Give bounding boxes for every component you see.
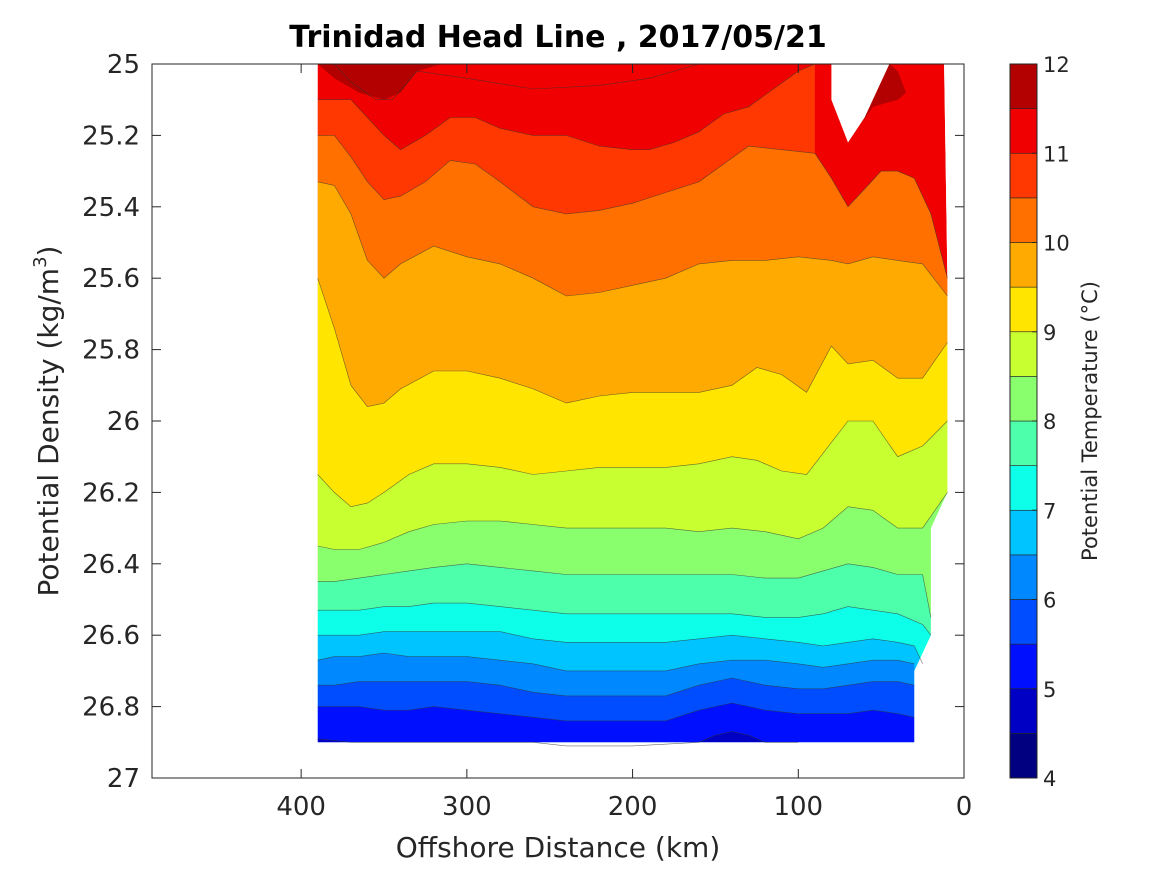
contour-line-10 bbox=[317, 181, 948, 297]
y-tick-label: 26 bbox=[107, 407, 140, 437]
x-axis-label: Offshore Distance (km) bbox=[396, 831, 721, 864]
colorbar-segment bbox=[1009, 465, 1038, 511]
contour-fill-layer bbox=[152, 64, 964, 778]
colorbar-segment bbox=[1009, 286, 1038, 333]
x-tick-label: 100 bbox=[773, 792, 823, 822]
contour-band-5.5 bbox=[317, 703, 915, 743]
colorbar-segment bbox=[1009, 688, 1038, 734]
contour-line-6.5 bbox=[317, 652, 915, 672]
colorbar-tick-label: 7 bbox=[1043, 499, 1056, 523]
y-tick-label: 27 bbox=[107, 764, 140, 794]
colorbar-segment bbox=[1009, 376, 1038, 422]
contour-line-8 bbox=[317, 563, 932, 618]
contour-patch-warm-1 bbox=[848, 64, 906, 143]
data-gap-notch bbox=[831, 64, 890, 143]
contour-line-8.5 bbox=[317, 492, 948, 550]
colorbar-tick-label: 4 bbox=[1043, 767, 1056, 791]
y-tick-label: 26.4 bbox=[82, 550, 140, 580]
contour-line-9 bbox=[317, 420, 948, 508]
colorbar-segment bbox=[1009, 733, 1038, 779]
y-tick-label: 25.6 bbox=[82, 264, 140, 294]
contour-line-10.5 bbox=[317, 135, 948, 279]
colorbar-tick-label: 10 bbox=[1043, 232, 1070, 256]
colorbar-segment bbox=[1009, 643, 1038, 690]
y-tick-label: 25.2 bbox=[82, 121, 140, 151]
colorbar-segment bbox=[1009, 509, 1038, 556]
contour-line-11 bbox=[317, 64, 816, 151]
y-tick-label: 26.2 bbox=[82, 478, 140, 508]
colorbar-segment bbox=[1009, 63, 1038, 109]
contour-line-9.5 bbox=[317, 278, 948, 408]
colorbar-segment bbox=[1009, 152, 1038, 199]
y-tick-label: 26.8 bbox=[82, 693, 140, 723]
data-gap-offshore bbox=[152, 64, 318, 778]
colorbar-segment bbox=[1009, 108, 1038, 154]
colorbar-segment bbox=[1009, 599, 1038, 645]
contour-line-5.5 bbox=[317, 702, 915, 722]
x-tick-label: 0 bbox=[956, 792, 973, 822]
y-axis-label: Potential Density (kg/m3) bbox=[30, 246, 65, 597]
contour-patch-warm-0 bbox=[317, 64, 442, 100]
contour-line-6 bbox=[317, 677, 915, 697]
y-axis-label-superscript: 3 bbox=[30, 256, 51, 267]
contour-line-7 bbox=[317, 631, 923, 664]
contour-line-5 bbox=[317, 731, 799, 747]
colorbar-tick-label: 8 bbox=[1043, 410, 1056, 434]
contour-line-11.5 bbox=[317, 64, 799, 100]
y-tick-label: 25.8 bbox=[82, 336, 140, 366]
x-axis: 400 300 200 100 0 bbox=[276, 64, 972, 822]
colorbar-tick-label: 11 bbox=[1043, 142, 1070, 166]
colorbar: 4 5 6 7 8 9 10 11 12 bbox=[1009, 53, 1070, 791]
colorbar-tick-label: 6 bbox=[1043, 589, 1056, 613]
x-tick-label: 400 bbox=[276, 792, 326, 822]
contour-line-7.5 bbox=[317, 602, 932, 636]
data-gap-coast bbox=[914, 64, 964, 778]
y-tick-label: 26.6 bbox=[82, 621, 140, 651]
colorbar-segment bbox=[1009, 554, 1038, 600]
y-tick-label: 25.4 bbox=[82, 193, 140, 223]
colorbar-tick-label: 9 bbox=[1043, 321, 1056, 345]
colorbar-tick-label: 12 bbox=[1043, 53, 1070, 77]
y-axis: 25 25.2 25.4 25.6 25.8 26 26.2 26.4 26.6 26.8 27 bbox=[82, 50, 964, 794]
colorbar-segment bbox=[1009, 331, 1038, 377]
x-tick-label: 300 bbox=[442, 792, 492, 822]
colorbar-segment bbox=[1009, 242, 1038, 288]
colorbar-segment bbox=[1009, 197, 1038, 243]
colorbar-label: Potential Temperature (°C) bbox=[1078, 281, 1102, 561]
x-tick-label: 200 bbox=[608, 792, 658, 822]
colorbar-tick-label: 5 bbox=[1043, 678, 1056, 702]
y-axis-label-close: ) bbox=[32, 246, 65, 257]
y-axis-label-main: Potential Density (kg/m bbox=[32, 268, 65, 597]
chart-title: Trinidad Head Line , 2017/05/21 bbox=[289, 20, 826, 55]
y-tick-label: 25 bbox=[107, 50, 140, 80]
colorbar-segment bbox=[1009, 420, 1038, 466]
